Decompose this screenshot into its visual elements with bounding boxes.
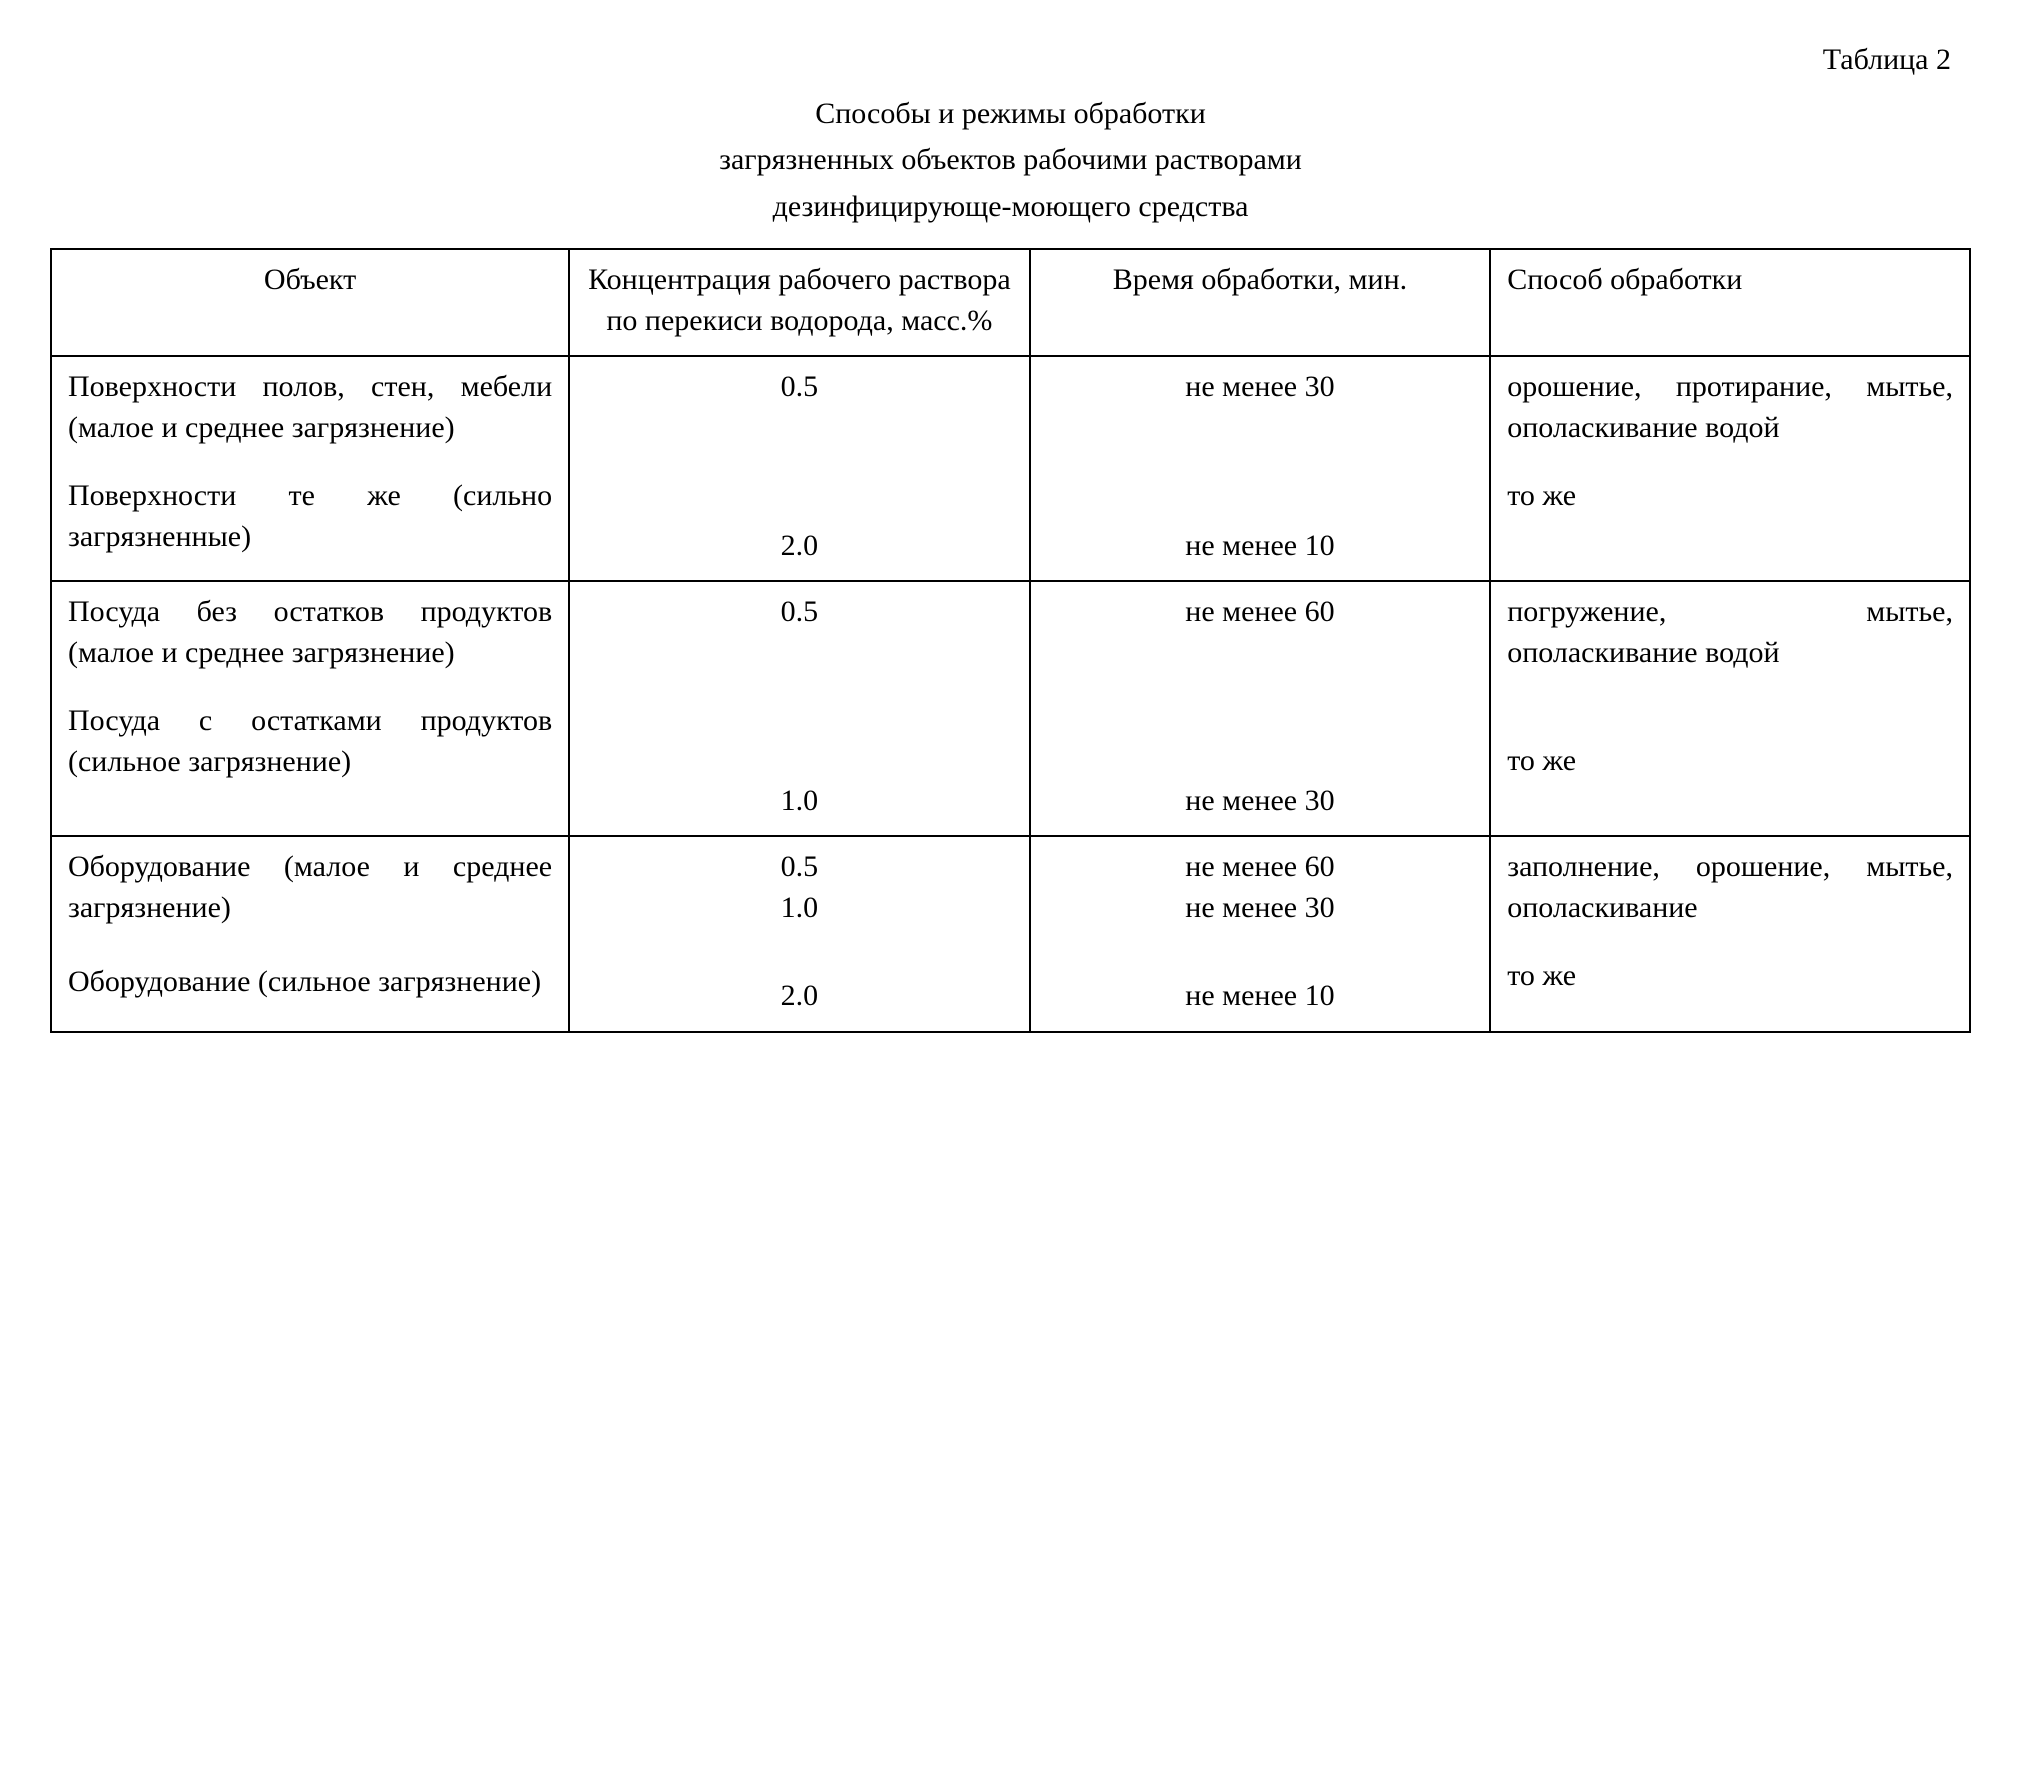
- time-a: не менее 60: [1047, 592, 1474, 633]
- object-a: Посуда без остатков продуктов (малое и с…: [68, 592, 552, 673]
- time-a: не менее 30: [1047, 367, 1474, 408]
- cell-time: не менее 30 не менее 10: [1030, 356, 1491, 581]
- conc-a: 0.5: [586, 592, 1013, 633]
- col-header-method: Способ обработки: [1490, 249, 1970, 356]
- table-header-row: Объект Концентрация рабочего раствора по…: [51, 249, 1970, 356]
- table-row: Оборудование (малое и среднее загрязнени…: [51, 836, 1970, 1032]
- cell-method: орошение, протирание, мытье, ополаскиван…: [1490, 356, 1970, 581]
- cell-concentration: 0.5 2.0: [569, 356, 1030, 581]
- time-b: не менее 30: [1047, 781, 1474, 822]
- cell-method: заполнение, орошение, мытье, ополаскиван…: [1490, 836, 1970, 1032]
- title-line-2: загрязненных объектов рабочими растворам…: [719, 143, 1302, 176]
- time-b: не менее 10: [1047, 526, 1474, 567]
- conc-b: 2.0: [586, 976, 1013, 1017]
- col-header-time: Время обработки, мин.: [1030, 249, 1491, 356]
- cell-object: Поверхности полов, стен, мебели (малое и…: [51, 356, 569, 581]
- page-title: Способы и режимы обработки загрязненных …: [50, 91, 1971, 231]
- table-row: Посуда без остатков продуктов (малое и с…: [51, 581, 1970, 836]
- cell-object: Оборудование (малое и среднее загрязнени…: [51, 836, 569, 1032]
- object-a: Оборудование (малое и среднее загрязнени…: [68, 847, 552, 928]
- col-header-concentration: Концентрация рабочего раствора по переки…: [569, 249, 1030, 356]
- object-b: Оборудование (сильное загрязнение): [68, 962, 552, 1003]
- conc-a2: 1.0: [586, 888, 1013, 929]
- object-b: Поверхности те же (сильно загрязненные): [68, 476, 552, 557]
- treatment-table: Объект Концентрация рабочего раствора по…: [50, 248, 1971, 1033]
- cell-method: погружение, мытье, ополаскивание водой т…: [1490, 581, 1970, 836]
- time-a2: не менее 30: [1047, 888, 1474, 929]
- time-a1: не менее 60: [1047, 847, 1474, 888]
- conc-b: 2.0: [586, 526, 1013, 567]
- object-b: Посуда с остатками продуктов (сильное за…: [68, 701, 552, 782]
- conc-a: 0.5: [586, 367, 1013, 408]
- cell-concentration: 0.5 1.0 2.0: [569, 836, 1030, 1032]
- title-line-1: Способы и режимы обработки: [815, 97, 1206, 130]
- object-a: Поверхности полов, стен, мебели (малое и…: [68, 367, 552, 448]
- table-row: Поверхности полов, стен, мебели (малое и…: [51, 356, 1970, 581]
- cell-time: не менее 60 не менее 30 не менее 10: [1030, 836, 1491, 1032]
- cell-time: не менее 60 не менее 30: [1030, 581, 1491, 836]
- cell-object: Посуда без остатков продуктов (малое и с…: [51, 581, 569, 836]
- conc-a1: 0.5: [586, 847, 1013, 888]
- table-number-label: Таблица 2: [50, 40, 1951, 81]
- method-b: то же: [1507, 741, 1953, 782]
- method-b: то же: [1507, 956, 1953, 997]
- col-header-object: Объект: [51, 249, 569, 356]
- conc-b: 1.0: [586, 781, 1013, 822]
- method-b: то же: [1507, 476, 1953, 517]
- title-line-3: дезинфицирующе-моющего средства: [773, 190, 1249, 223]
- method-a: заполнение, орошение, мытье, ополаскиван…: [1507, 847, 1953, 928]
- method-a: орошение, протирание, мытье, ополаскиван…: [1507, 367, 1953, 448]
- cell-concentration: 0.5 1.0: [569, 581, 1030, 836]
- time-b: не менее 10: [1047, 976, 1474, 1017]
- method-a: погружение, мытье, ополаскивание водой: [1507, 592, 1953, 673]
